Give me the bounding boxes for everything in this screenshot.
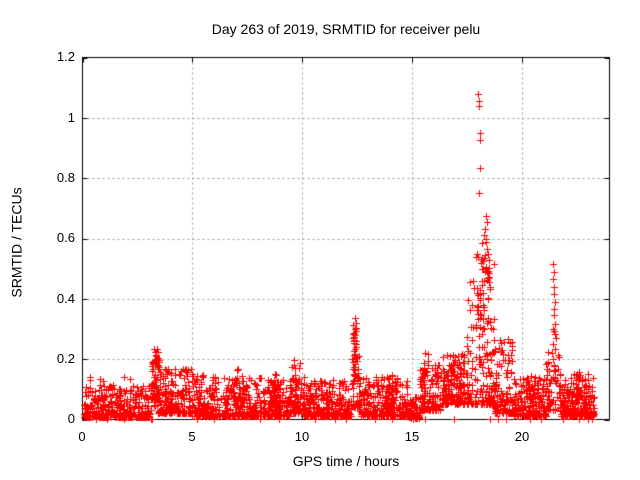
y-axis-label: SRMTID / TECUs xyxy=(8,187,25,298)
x-tick-label-20: 20 xyxy=(514,429,530,444)
y-tick-label-0: 0 xyxy=(67,411,75,426)
y-tick-label-0.6: 0.6 xyxy=(56,230,75,245)
y-tick-label-0.4: 0.4 xyxy=(56,291,75,306)
y-tick-label-1.2: 1.2 xyxy=(56,49,75,64)
y-tick-label-0.2: 0.2 xyxy=(56,351,75,366)
x-tick-label-15: 15 xyxy=(404,429,420,444)
y-tick-label-1.0: 1 xyxy=(67,110,75,125)
x-tick-label-5: 5 xyxy=(188,429,196,444)
x-tick-label-10: 10 xyxy=(294,429,310,444)
x-axis-label: GPS time / hours xyxy=(292,453,400,469)
x-tick-label-0: 0 xyxy=(78,429,86,444)
y-tick-label-0.8: 0.8 xyxy=(56,170,75,185)
chart-title: Day 263 of 2019, SRMTID for receiver pel… xyxy=(211,21,481,37)
